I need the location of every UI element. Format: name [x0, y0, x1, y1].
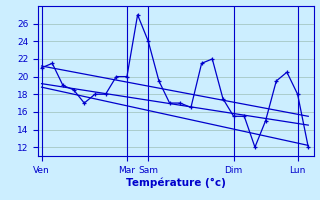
X-axis label: Température (°c): Température (°c)	[126, 178, 226, 188]
